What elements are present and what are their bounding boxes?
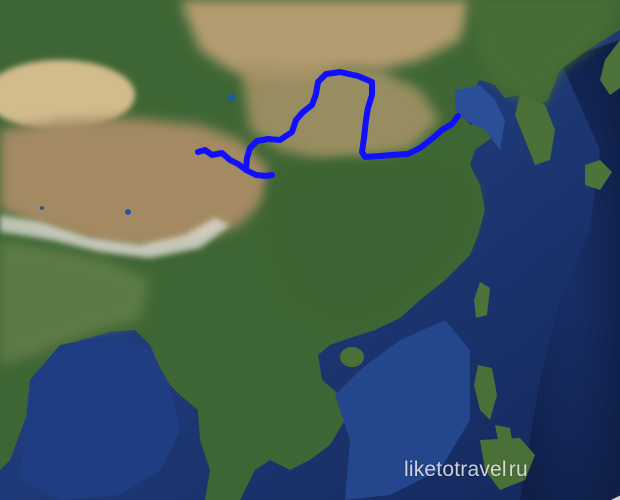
japan <box>600 40 620 95</box>
watermark-text: liketotravel <box>404 458 507 481</box>
kyushu <box>585 160 612 190</box>
indian-plain <box>0 240 150 365</box>
watermark-tld: ru <box>508 458 528 481</box>
bay-of-bengal <box>20 335 180 500</box>
eastern-china-forest <box>262 158 478 325</box>
spiral-sun-icon <box>611 495 620 500</box>
hainan <box>340 347 364 367</box>
visayas <box>495 425 512 440</box>
taklamakan-desert <box>0 60 135 130</box>
manchuria <box>470 0 620 110</box>
lake <box>228 94 236 102</box>
yellow-sea <box>455 85 505 150</box>
korea <box>515 95 555 165</box>
luzon <box>474 365 497 420</box>
watermark: liketotravel ru <box>404 456 620 500</box>
taiwan <box>474 282 490 318</box>
lake <box>40 206 44 210</box>
pacific-deep <box>520 40 620 500</box>
mindanao <box>480 438 535 490</box>
gobi-desert <box>180 0 470 80</box>
himalaya-snow <box>0 215 230 258</box>
lake <box>125 209 131 215</box>
south-china-sea <box>335 320 470 500</box>
yellow-river-route <box>195 69 461 179</box>
